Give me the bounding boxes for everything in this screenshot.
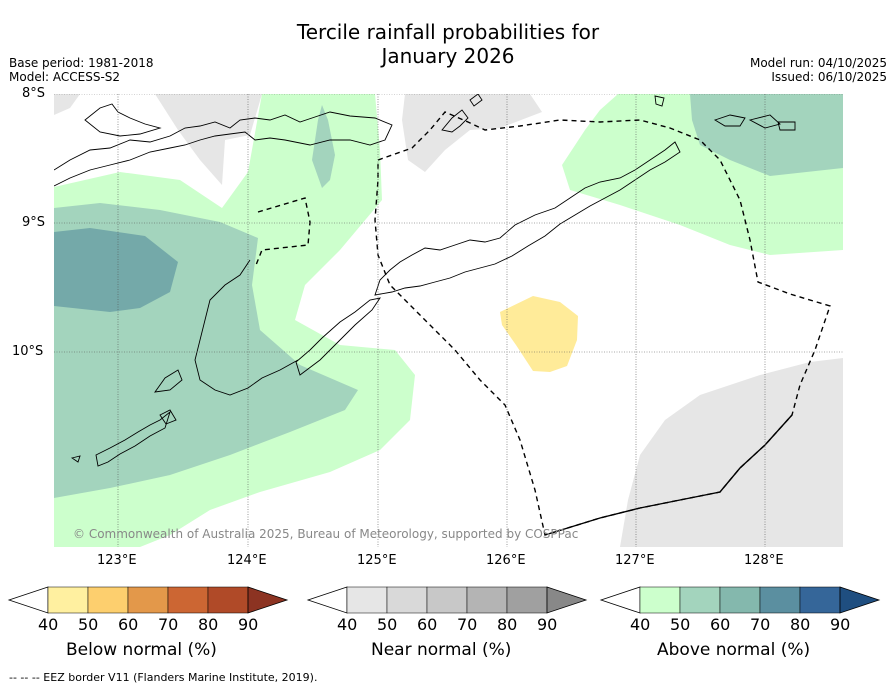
- legend-near-title: Near normal (%): [371, 640, 512, 660]
- legend-below-tick-70: 70: [158, 615, 179, 634]
- legend-above-tick-50: 50: [670, 615, 691, 634]
- legend-above-swatch-1: [679, 586, 721, 614]
- legend-near-swatch-1: [386, 586, 428, 614]
- legend-below-swatch-4: [207, 586, 249, 614]
- legend-near-colorbar: [306, 586, 588, 614]
- legend-near-tick-70: 70: [457, 615, 478, 634]
- coastline-wetar: [441, 94, 483, 133]
- near-normal-region-north: [155, 94, 262, 185]
- coastline-tanimbar: [654, 95, 796, 131]
- near-normal-region-northwest: [54, 94, 80, 115]
- lon-label-124e: 124°E: [227, 553, 267, 568]
- legend-near-tick-60: 60: [417, 615, 438, 634]
- legend-near-right-arrow: [546, 586, 588, 614]
- copyright-notice: © Commonwealth of Australia 2025, Bureau…: [73, 527, 579, 541]
- legend-above-left-arrow: [599, 586, 641, 614]
- legend-near-swatch-3: [466, 586, 508, 614]
- model-run: Model run: 04/10/2025: [749, 56, 887, 70]
- legend-above-tick-60: 60: [710, 615, 731, 634]
- legend-below-tick-40: 40: [38, 615, 59, 634]
- map-title: Tercile rainfall probabilities for Janua…: [0, 20, 896, 68]
- legend-above-swatch-0: [639, 586, 681, 614]
- lat-label-8s: 8°S: [22, 86, 46, 101]
- legend-above-tick-70: 70: [750, 615, 771, 634]
- legend-below-colorbar: [7, 586, 289, 614]
- lon-label-128e: 128°E: [744, 553, 784, 568]
- legend-below-swatch-3: [167, 586, 209, 614]
- coastlines: [54, 94, 796, 467]
- legend-above-title: Above normal (%): [657, 640, 811, 660]
- legend-near-swatch-0: [346, 586, 388, 614]
- legend-above-swatch-3: [759, 586, 801, 614]
- below-normal-region-central: [500, 296, 578, 372]
- eez-border-main: [374, 111, 831, 536]
- coastline-west-coast: [194, 259, 299, 396]
- legend-near-tick-40: 40: [337, 615, 358, 634]
- legend-near-tick-50: 50: [377, 615, 398, 634]
- legend-below-tick-60: 60: [118, 615, 139, 634]
- legend-below-swatch-0: [47, 586, 89, 614]
- above-normal-50-region-northeast: [690, 94, 843, 176]
- legend-below-swatch-2: [127, 586, 169, 614]
- meta-left: Base period: 1981-2018 Model: ACCESS-S2: [9, 56, 154, 84]
- legend-below-tick-80: 80: [198, 615, 219, 634]
- lon-label-126e: 126°E: [486, 553, 526, 568]
- legend-above-tick-80: 80: [790, 615, 811, 634]
- legend-above-tick-90: 90: [830, 615, 851, 634]
- coastline-timor: [374, 141, 681, 296]
- lat-label-9s: 9°S: [22, 215, 46, 230]
- legend-above-right-arrow: [839, 586, 881, 614]
- legend-below-left-arrow: [7, 586, 49, 614]
- meta-right: Model run: 04/10/2025 Issued: 06/10/2025: [750, 56, 887, 84]
- legend-above-tick-40: 40: [630, 615, 651, 634]
- legend-near-tick-80: 80: [497, 615, 518, 634]
- legend-above-colorbar: [599, 586, 881, 614]
- lon-label-127e: 127°E: [615, 553, 655, 568]
- lon-label-123e: 123°E: [97, 553, 137, 568]
- model-name: Model: ACCESS-S2: [9, 70, 121, 84]
- eez-border: [255, 111, 831, 536]
- map-layers: [54, 94, 843, 547]
- eez-border-solid-segment: [544, 414, 793, 536]
- coastline-flores-alor: [54, 111, 393, 187]
- eez-footnote: -- -- -- EEZ border V11 (Flanders Marine…: [9, 671, 318, 684]
- lat-label-10s: 10°S: [12, 344, 44, 359]
- coastline-north-islands: [84, 103, 162, 137]
- legend-near-tick-90: 90: [537, 615, 558, 634]
- legend-above-swatch-4: [799, 586, 841, 614]
- legend-near-swatch-2: [426, 586, 468, 614]
- legend-below-tick-90: 90: [238, 615, 259, 634]
- legend-above-swatch-2: [719, 586, 761, 614]
- above-normal-50-region-strip: [312, 105, 335, 188]
- legend-below-title: Below normal (%): [66, 640, 217, 660]
- legend-below-right-arrow: [247, 586, 289, 614]
- above-normal-60-region-west: [54, 228, 178, 312]
- coastline-southwest-islands: [70, 410, 171, 467]
- legend-near-left-arrow: [306, 586, 348, 614]
- title-line-1: Tercile rainfall probabilities for: [296, 20, 600, 44]
- coastline-sumba-rote: [154, 369, 183, 425]
- coastline-west-timor-sw: [295, 297, 381, 376]
- gridlines: [54, 94, 843, 547]
- legend-below-swatch-1: [87, 586, 129, 614]
- legend-below-tick-50: 50: [78, 615, 99, 634]
- issued-date: Issued: 06/10/2025: [771, 70, 887, 84]
- near-normal-region-north-central: [402, 94, 542, 172]
- legend-near-swatch-4: [506, 586, 548, 614]
- base-period: Base period: 1981-2018: [9, 56, 154, 70]
- lon-label-125e: 125°E: [357, 553, 397, 568]
- title-line-2: January 2026: [381, 44, 515, 68]
- eez-border-west: [255, 197, 311, 266]
- near-normal-region-southeast: [620, 358, 843, 547]
